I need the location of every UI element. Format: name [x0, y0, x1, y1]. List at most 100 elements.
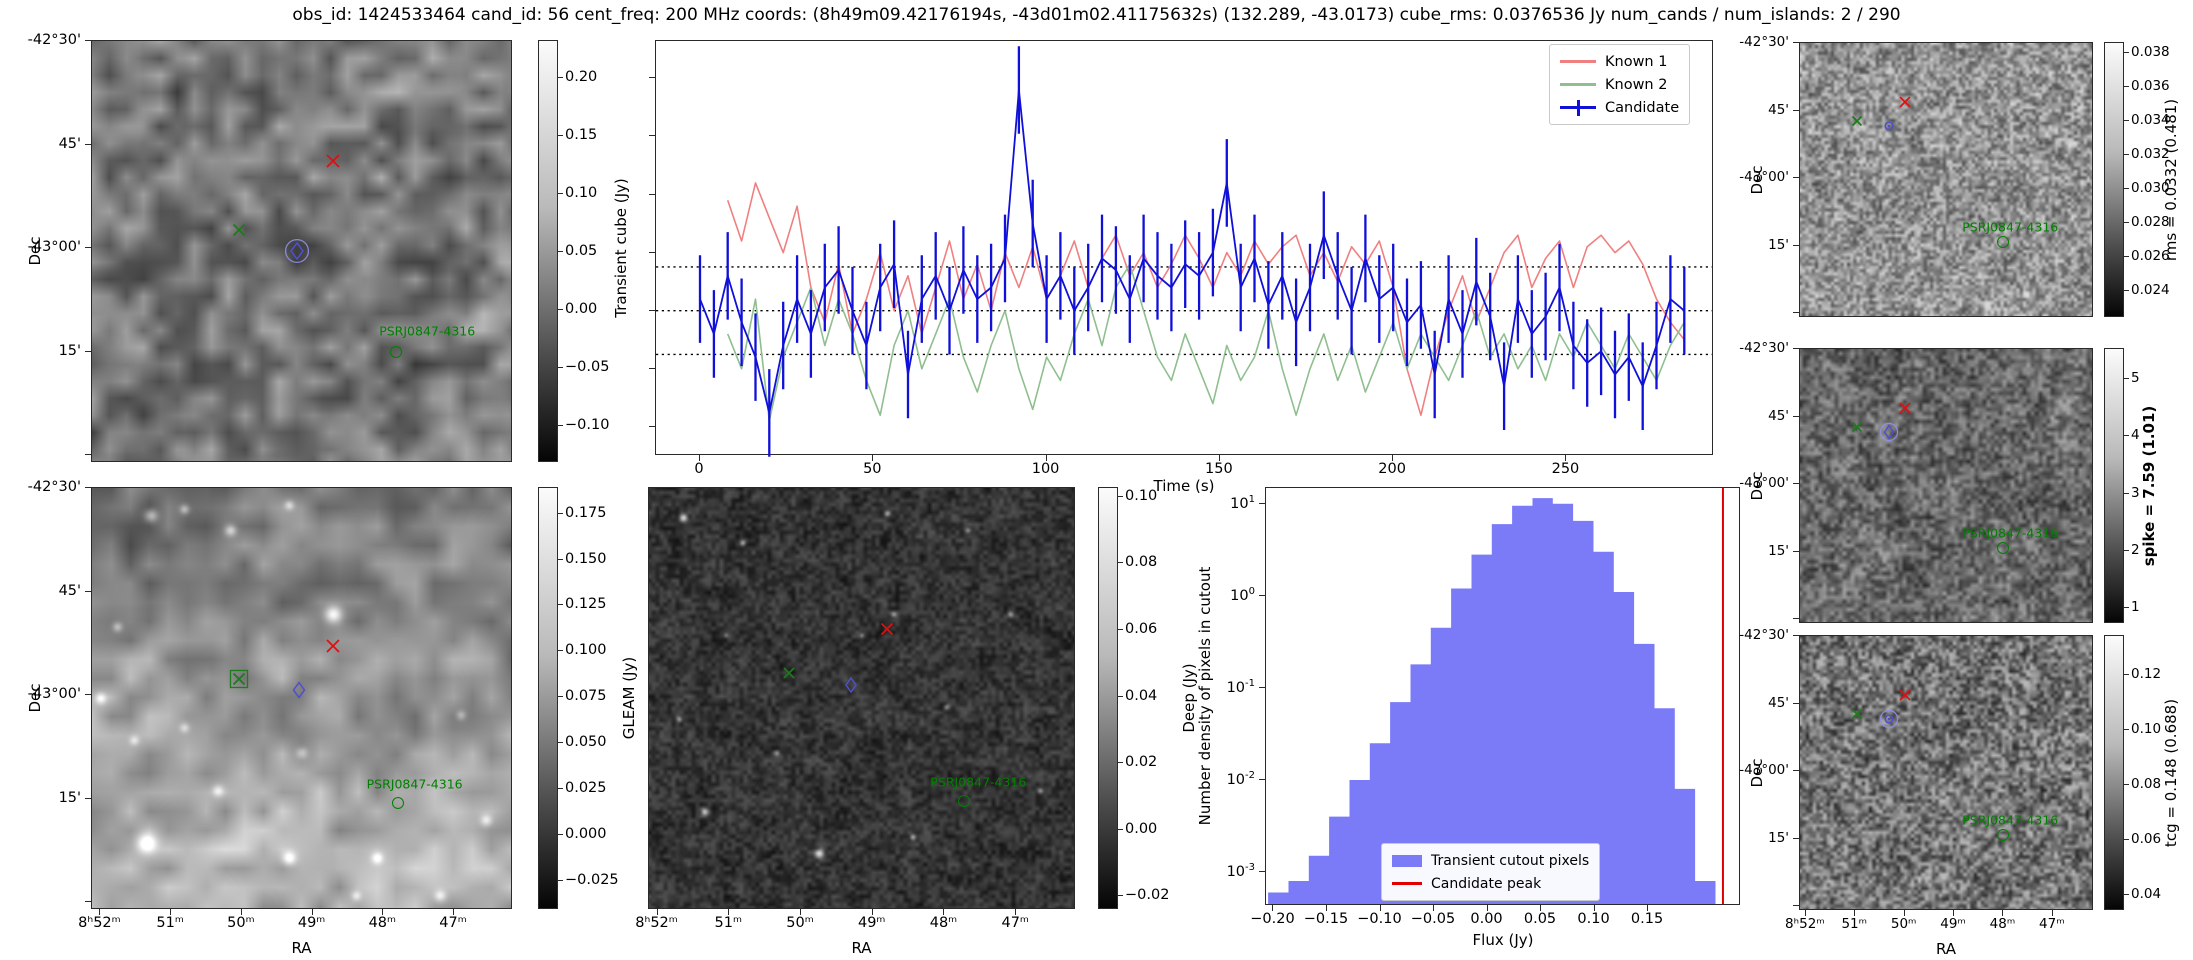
deep-colorbar-tick [1118, 562, 1123, 564]
gleam-colorbar-tick-label: 0.100 [565, 642, 607, 659]
transient-colorbar-tick-label: 0.10 [565, 185, 598, 202]
rms-dec-axis-label: Dec [1748, 164, 1766, 195]
circle-marker-glyph [1884, 121, 1894, 131]
figure-title: obs_id: 1424533464 cand_id: 56 cent_freq… [292, 5, 1901, 25]
gleam-marker-diamond [282, 673, 316, 707]
histogram-xtick-label: −0.10 [1357, 911, 1402, 927]
lightcurve-xtick-label: 50 [863, 461, 882, 477]
deep-colorbar-tick [1118, 495, 1123, 497]
lightcurve-xtick [1565, 455, 1567, 461]
gleam-source-circle-icon [391, 797, 404, 809]
x-marker-glyph [326, 638, 340, 653]
transient-colorbar-tick [558, 366, 563, 368]
histogram-ytick [1259, 502, 1265, 504]
rms-colorbar-tick [2124, 187, 2129, 189]
legend-line-icon [1560, 83, 1596, 86]
histogram-xtick-label: 0.05 [1523, 911, 1557, 927]
legend-swatch-line [1560, 77, 1596, 93]
lightcurve-ylabel: Transient cube (Jy) [612, 178, 630, 318]
deep-colorbar-tick-label: 0.06 [1125, 620, 1158, 637]
lightcurve-xtick [1218, 455, 1220, 461]
deep-colorbar-tick-label: 0.10 [1125, 487, 1158, 504]
circle-marker-glyph [1879, 710, 1899, 729]
gleam-ra-tick-label: 49ᵐ [297, 915, 326, 931]
deep-colorbar-tick-label: −0.02 [1125, 887, 1170, 904]
gleam-colorbar-tick-label: 0.175 [565, 504, 607, 521]
spike-colorbar-tick [2124, 435, 2129, 437]
deep-marker-diamond [835, 669, 867, 701]
deep-colorbar-tick-label: 0.08 [1125, 554, 1158, 571]
gleam-dec-tick-label: 15' [58, 789, 81, 806]
transient-colorbar-tick [558, 193, 563, 195]
deep-marker-x [773, 657, 805, 689]
gleam-colorbar-tick [558, 742, 563, 744]
rms-marker-x [1889, 86, 1921, 118]
rms-colorbar-tick [2124, 289, 2129, 291]
legend-row: Known 2 [1560, 73, 1679, 96]
tcg-dec-tick [1793, 769, 1799, 771]
deep-marker-x [870, 612, 904, 646]
x-marker-glyph [229, 669, 248, 689]
histogram-xlabel: Flux (Jy) [1472, 931, 1534, 949]
tcg-ra-tick-label: 8ʰ52ᵐ [1785, 916, 1825, 932]
x-marker-glyph [1899, 96, 1911, 108]
lightcurve-ytick [649, 193, 655, 195]
histogram-xtick [1379, 905, 1381, 911]
rms-dec-tick [1793, 109, 1799, 111]
rms-dec-tick [1793, 176, 1799, 178]
spike-colorbar [2104, 348, 2124, 623]
deep-ra-tick [943, 909, 945, 915]
transient-marker-x [222, 213, 256, 247]
gleam-ra-tick [170, 909, 172, 915]
x-marker-glyph [880, 622, 894, 635]
lightcurve-panel [655, 40, 1713, 457]
lightcurve-xtick [699, 455, 700, 461]
tcg-colorbar-tick-label: 0.08 [2131, 775, 2162, 792]
legend-label: Transient cutout pixels [1431, 852, 1590, 869]
histogram-xtick [1540, 905, 1542, 911]
gleam-dec-tick-label: -42°30' [27, 479, 81, 495]
lightcurve-xtick [1045, 455, 1047, 461]
lightcurve-ytick [649, 309, 655, 311]
gleam-colorbar-tick [558, 879, 563, 881]
gleam-ra-tick-label: 51ᵐ [156, 915, 184, 931]
lightcurve-xtick-label: 100 [1031, 461, 1060, 477]
legend-label: Known 1 [1605, 53, 1668, 70]
tcg-dec-tick-label: -42°30' [1739, 627, 1789, 643]
deep-ra-tick-label: 47ᵐ [1001, 915, 1029, 931]
histogram-xtick-label: −0.15 [1303, 911, 1349, 927]
transient-dec-tick [85, 454, 91, 456]
x-marker-glyph [1851, 708, 1863, 719]
legend-line-icon [1560, 60, 1596, 63]
rms-cutout-image [1800, 43, 2092, 316]
gleam-colorbar-tick-label: −0.025 [565, 871, 619, 888]
x-marker-glyph [232, 223, 245, 237]
spike-source-circle-icon [1996, 542, 2009, 555]
transient-marker-diamond [279, 233, 315, 269]
rms-colorbar-tick-label: 0.024 [2131, 281, 2170, 298]
deep-colorbar-tick [1118, 628, 1123, 630]
legend-swatch-errorbar [1560, 99, 1596, 116]
tcg-ra-tick [1854, 910, 1856, 916]
histogram-panel [1265, 487, 1740, 905]
deep-ra-tick [728, 909, 730, 915]
transient-dec-tick [85, 143, 91, 145]
lightcurve-ytick [649, 367, 655, 369]
tcg-cutout-image [1800, 636, 2092, 909]
tcg-marker-circle [1874, 704, 1904, 734]
spike-dec-tick-label: -42°30' [1739, 340, 1789, 356]
spike-colorbar-tick [2124, 607, 2129, 609]
transient-colorbar-tick [558, 77, 563, 79]
transient-dec-tick-label: -43°00' [27, 239, 81, 256]
histogram-xtick [1486, 905, 1488, 911]
lightcurve-xtick-label: 150 [1205, 461, 1233, 477]
gleam-colorbar-tick-label: 0.150 [565, 550, 607, 567]
deep-colorbar-tick-label: 0.02 [1125, 754, 1158, 770]
gleam-colorbar-tick-label: 0.125 [565, 596, 607, 613]
histogram-xtick [1433, 905, 1434, 911]
lightcurve-xtick-label: 0 [694, 461, 704, 477]
spike-colorbar-tick [2124, 492, 2129, 494]
tcg-colorbar-label: tcg = 0.148 (0.688) [2162, 698, 2180, 847]
histogram-legend: Transient cutout pixels Candidate peak [1381, 843, 1601, 901]
